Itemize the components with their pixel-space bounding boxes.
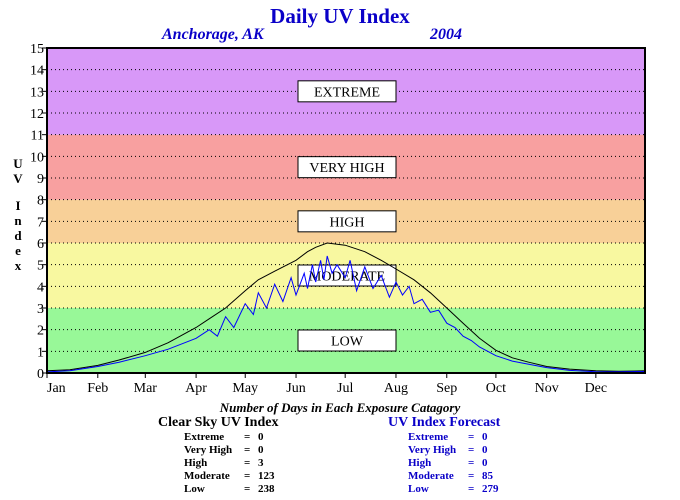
month-label-dec: Dec	[585, 381, 608, 396]
year-subtitle: 2004	[430, 26, 462, 43]
y-tick-label: 15	[30, 42, 44, 57]
band-label-box-high	[297, 210, 397, 233]
clear-sky-heading: Clear Sky UV Index	[158, 415, 279, 430]
chart-title: Daily UV Index	[270, 4, 410, 28]
clear-sky-category-label: Low	[184, 483, 205, 495]
clear-sky-category-label: Extreme	[184, 431, 225, 443]
clear-sky-equals: =	[244, 444, 251, 456]
clear-sky-day-count: 3	[258, 457, 264, 469]
clear-sky-row-high: High = 3	[184, 457, 278, 470]
y-tick-label: 12	[30, 107, 44, 122]
clear-sky-equals: =	[244, 483, 251, 495]
month-label-jun: Jun	[286, 381, 305, 396]
forecast-category-label: Moderate	[408, 470, 454, 482]
month-label-feb: Feb	[87, 381, 108, 396]
clear-sky-category-label: High	[184, 457, 208, 469]
clear-sky-equals: =	[244, 457, 251, 469]
y-axis-label-char: U	[13, 156, 23, 171]
forecast-equals: =	[468, 431, 475, 443]
y-tick-label: 14	[30, 64, 44, 79]
y-tick-label: 10	[30, 150, 44, 165]
clear-sky-equals: =	[244, 431, 251, 443]
y-axis-label-char: x	[15, 258, 22, 273]
y-axis-label-char: e	[15, 243, 21, 258]
clear-sky-row-moderate: Moderate = 123	[184, 470, 278, 483]
band-label-moderate: MODERATE	[309, 270, 385, 285]
plot-frame	[46, 47, 646, 374]
band-label-box-low	[297, 329, 397, 352]
y-tick-label: 5	[37, 259, 44, 274]
band-label-box-extreme	[297, 80, 397, 103]
exposure-caption: Number of Days in Each Exposure Catagory	[219, 400, 461, 415]
y-tick-label: 3	[37, 302, 44, 317]
month-label-mar: Mar	[134, 381, 158, 396]
y-tick-label: 13	[30, 85, 44, 100]
forecast-day-count: 279	[482, 483, 499, 495]
forecast-category-label: Low	[408, 483, 429, 495]
location-subtitle: Anchorage, AK	[162, 26, 264, 43]
y-tick-label: 11	[31, 129, 44, 144]
y-tick-label: 6	[37, 237, 44, 252]
band-label-extreme: EXTREME	[314, 85, 380, 100]
clear-sky-day-count: 238	[258, 483, 275, 495]
month-label-jul: Jul	[337, 381, 353, 396]
month-label-oct: Oct	[486, 381, 506, 396]
y-axis-label-char: I	[15, 198, 20, 213]
clear-sky-equals: =	[244, 470, 251, 482]
forecast-line	[46, 255, 646, 373]
y-tick-label: 8	[37, 194, 44, 209]
y-tick-label: 4	[37, 280, 44, 295]
band-label-low: LOW	[331, 335, 364, 350]
clear-sky-day-count: 123	[258, 470, 275, 482]
clear-sky-category-label: Very High	[184, 444, 233, 456]
clear-sky-category-label: Moderate	[184, 470, 230, 482]
forecast-category-label: Very High	[408, 444, 457, 456]
forecast-row-very-high: Very High = 0	[408, 444, 500, 457]
y-axis-label-char: d	[14, 228, 22, 243]
clear-sky-day-count: 0	[258, 444, 264, 456]
y-tick-label: 9	[37, 172, 44, 187]
y-axis-label-char: n	[14, 213, 22, 228]
y-tick-label: 0	[37, 367, 44, 382]
clear-sky-line	[46, 242, 646, 372]
month-label-nov: Nov	[535, 381, 559, 396]
forecast-heading: UV Index Forecast	[388, 415, 501, 430]
forecast-row-extreme: Extreme = 0	[408, 431, 500, 444]
forecast-day-count: 0	[482, 457, 488, 469]
forecast-row-high: High = 0	[408, 457, 500, 470]
month-label-sep: Sep	[436, 381, 457, 396]
clear-sky-stats: Clear Sky UV Index Extreme = 0 Very High = 0 H…	[158, 415, 278, 496]
forecast-equals: =	[468, 457, 475, 469]
forecast-row-low: Low = 279	[408, 483, 500, 496]
y-axis-label-char: V	[13, 171, 23, 186]
forecast-day-count: 0	[482, 444, 488, 456]
forecast-category-label: High	[408, 457, 432, 469]
forecast-row-moderate: Moderate = 85	[408, 470, 500, 483]
clear-sky-row-very-high: Very High = 0	[184, 444, 278, 457]
month-label-apr: Apr	[185, 381, 207, 396]
y-tick-label: 7	[37, 215, 44, 230]
clear-sky-row-extreme: Extreme = 0	[184, 431, 278, 444]
month-label-may: May	[232, 381, 258, 396]
forecast-equals: =	[468, 483, 475, 495]
forecast-stats: UV Index Forecast Extreme = 0 Very High = 0 Hi…	[388, 415, 500, 496]
forecast-category-label: Extreme	[408, 431, 449, 443]
band-label-high: HIGH	[330, 215, 365, 230]
y-tick-label: 1	[37, 345, 44, 360]
clear-sky-row-low: Low = 238	[184, 483, 278, 496]
month-label-aug: Aug	[384, 381, 408, 396]
y-tick-label: 2	[37, 324, 44, 339]
band-label-box-very-high	[297, 156, 397, 179]
clear-sky-day-count: 0	[258, 431, 264, 443]
forecast-day-count: 0	[482, 431, 488, 443]
forecast-day-count: 85	[482, 470, 493, 482]
forecast-equals: =	[468, 470, 475, 482]
forecast-equals: =	[468, 444, 475, 456]
band-label-very-high: VERY HIGH	[309, 161, 384, 176]
month-label-jan: Jan	[47, 381, 66, 396]
